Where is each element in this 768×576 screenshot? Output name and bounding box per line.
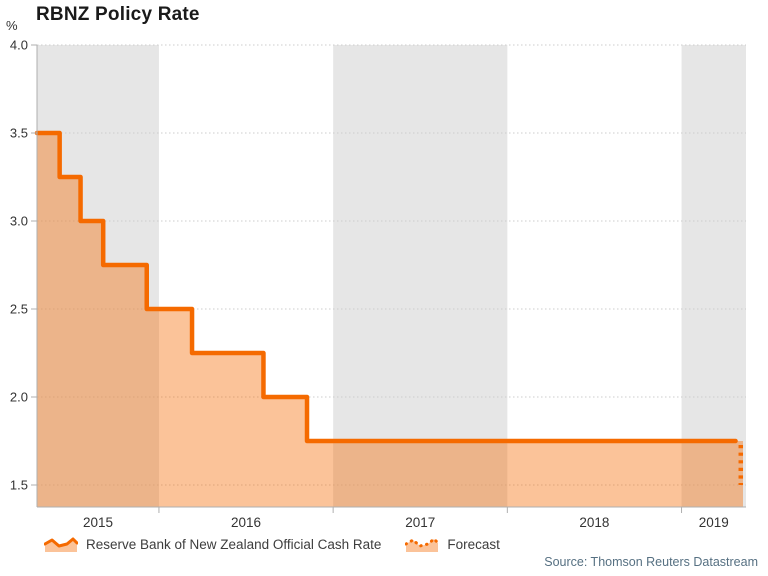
year-band-2017 — [333, 45, 508, 507]
x-tick-label-2018: 2018 — [579, 515, 609, 530]
cash-rate-step-line — [34, 130, 738, 444]
legend-item-forecast: Forecast — [405, 536, 500, 553]
cash-rate-series-swatch-icon — [44, 537, 78, 552]
y-tick-label-2.0: 2.0 — [10, 390, 28, 405]
y-tick-label-3.5: 3.5 — [10, 126, 28, 141]
y-tick-label-3.0: 3.0 — [10, 214, 28, 229]
y-tick-label-4.0: 4.0 — [10, 38, 28, 53]
x-tick-label-2016: 2016 — [231, 515, 261, 530]
chart-title: RBNZ Policy Rate — [36, 4, 200, 25]
year-band-2015 — [37, 45, 159, 507]
forecast-legend-label: Forecast — [447, 537, 500, 552]
source-attribution: Source: Thomson Reuters Datastream — [544, 555, 758, 569]
y-tick-label-2.5: 2.5 — [10, 302, 28, 317]
x-tick-label-2019: 2019 — [699, 515, 729, 530]
y-axis-unit-label: % — [6, 18, 18, 33]
legend: Reserve Bank of New Zealand Official Cas… — [44, 536, 500, 553]
cash-rate-legend-label: Reserve Bank of New Zealand Official Cas… — [86, 537, 382, 552]
y-tick-label-1.5: 1.5 — [10, 478, 28, 493]
year-band-2019 — [681, 45, 746, 507]
legend-item-cash-rate: Reserve Bank of New Zealand Official Cas… — [44, 536, 381, 553]
x-tick-label-2017: 2017 — [405, 515, 435, 530]
x-tick-label-2015: 2015 — [83, 515, 113, 530]
cash-rate-area-fill — [37, 133, 743, 507]
forecast-series-swatch-icon — [405, 536, 440, 552]
